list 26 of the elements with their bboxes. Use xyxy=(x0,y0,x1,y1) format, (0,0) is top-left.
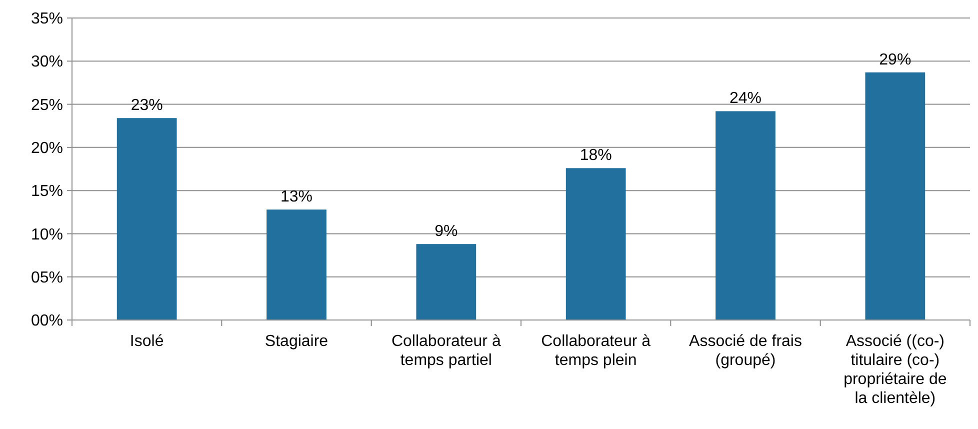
bar xyxy=(416,244,476,320)
bar xyxy=(865,72,926,320)
y-tick-label: 00% xyxy=(30,312,63,330)
x-tick-label: Stagiaire xyxy=(264,333,328,350)
data-label: 9% xyxy=(434,223,458,240)
data-label: 13% xyxy=(280,188,313,206)
y-tick-label: 25% xyxy=(30,96,63,114)
y-tick-label: 05% xyxy=(30,269,63,286)
data-label: 23% xyxy=(130,97,163,114)
y-tick-label: 10% xyxy=(30,226,63,244)
data-label: 29% xyxy=(879,51,912,68)
x-tick-label: Collaborateur à temps plein xyxy=(541,333,651,369)
y-tick-label: 35% xyxy=(30,10,63,28)
bar xyxy=(566,168,626,320)
data-label: 18% xyxy=(580,147,612,164)
x-tick-label: Associé ((co-) titulaire (co-) propriétaire de la clientèle) xyxy=(844,333,947,407)
bar xyxy=(266,210,326,320)
x-tick-label: Isolé xyxy=(130,333,164,350)
bar xyxy=(116,118,177,320)
x-tick-label: Collaborateur à temps partiel xyxy=(391,333,501,369)
data-label: 24% xyxy=(729,90,762,108)
y-tick-label: 30% xyxy=(30,54,63,71)
bar xyxy=(716,111,776,320)
y-tick-label: 15% xyxy=(30,183,63,200)
y-tick-label: 20% xyxy=(30,140,63,158)
x-tick-label: Associé de frais (groupé) xyxy=(689,333,802,369)
